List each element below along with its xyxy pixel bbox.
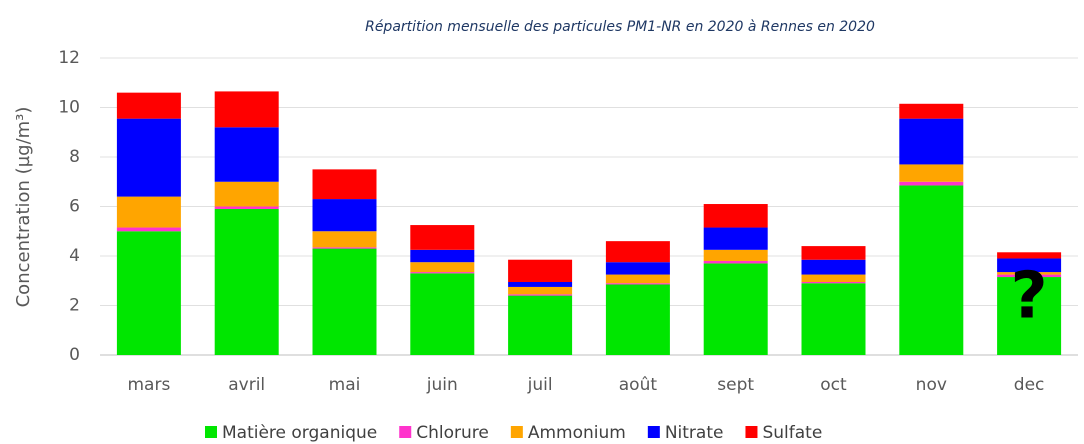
legend-swatch [745,426,758,438]
bar-segment [410,225,475,250]
bar-segment [214,206,279,209]
bar-segment [899,118,964,165]
x-tick-label: nov [916,375,947,395]
annotation: ? [1011,260,1048,334]
y-tick-label: 0 [69,345,80,365]
y-tick-label: 10 [58,98,80,118]
legend-label: Nitrate [665,423,724,443]
bar-segment [899,164,964,182]
bar-segment [214,127,279,182]
bar-segment [703,260,768,264]
bar-segment [899,185,964,355]
legend-label: Matière organique [222,423,377,443]
bar-segment [605,262,670,275]
bar-segment [997,274,1062,278]
chart-title: Répartition mensuelle des particules PM1… [365,19,875,35]
y-axis-label: Concentration (µg/m³) [13,107,34,308]
legend-swatch [399,426,412,438]
bar-segment [312,248,377,355]
y-tick-label: 8 [69,147,80,167]
bar-segment [703,204,768,228]
bar-segment [116,118,181,197]
x-tick-label: avril [228,375,265,395]
x-tick-label: mai [329,375,361,395]
x-tick-label: mars [127,375,170,395]
bar-segment [508,294,573,296]
bar-segment [410,272,475,274]
bar-segment [410,262,475,273]
x-tick-label: août [619,375,658,395]
bar-segment [997,277,1062,355]
x-tick-label: dec [1014,375,1045,395]
bar-segment [801,281,866,284]
bar-segment [116,227,181,232]
x-tick-label: oct [820,375,847,395]
bar-segment [997,258,1062,273]
bar-segment [508,281,573,287]
bar-segment [214,181,279,207]
bar-segment [605,274,670,284]
legend-swatch [205,426,217,438]
bar-segment [801,283,866,355]
bar-segment [410,249,475,263]
bar-segment [116,92,181,119]
bar-segment [997,272,1062,275]
bar-segment [703,227,768,250]
bar-segment [312,231,377,248]
legend-label: Ammonium [528,423,626,443]
legend-label: Chlorure [416,423,489,443]
bar-segment [605,241,670,263]
y-tick-label: 4 [69,246,80,266]
bar-segment [116,231,181,355]
x-tick-label: sept [717,375,754,395]
y-tick-label: 2 [69,296,80,316]
x-tick-label: juil [527,375,553,395]
bar-segment [312,199,377,232]
x-tick-label: juin [426,375,458,395]
bar-segment [508,286,573,295]
bar-segment [801,259,866,275]
bar-segment [703,263,768,355]
bar-segment [801,274,866,282]
bar-segment [801,246,866,260]
bar-segment [312,247,377,249]
legend-swatch [510,426,523,438]
bar-segment [605,284,670,355]
bar-segment [410,273,475,355]
legend-label: Sulfate [762,423,822,443]
bar-segment [703,249,768,261]
bar-segment [605,283,670,285]
bar-segment [899,103,964,119]
bar-segment [899,181,964,186]
bar-segment [508,295,573,355]
legend-swatch [647,426,660,438]
bar-segment [508,259,573,282]
bar-segment [312,169,377,200]
bar-segment [997,252,1062,259]
bar-segment [214,208,279,355]
y-tick-label: 12 [58,48,80,68]
bar-segment [214,91,279,128]
y-tick-label: 6 [69,197,80,217]
bar-segment [116,196,181,228]
